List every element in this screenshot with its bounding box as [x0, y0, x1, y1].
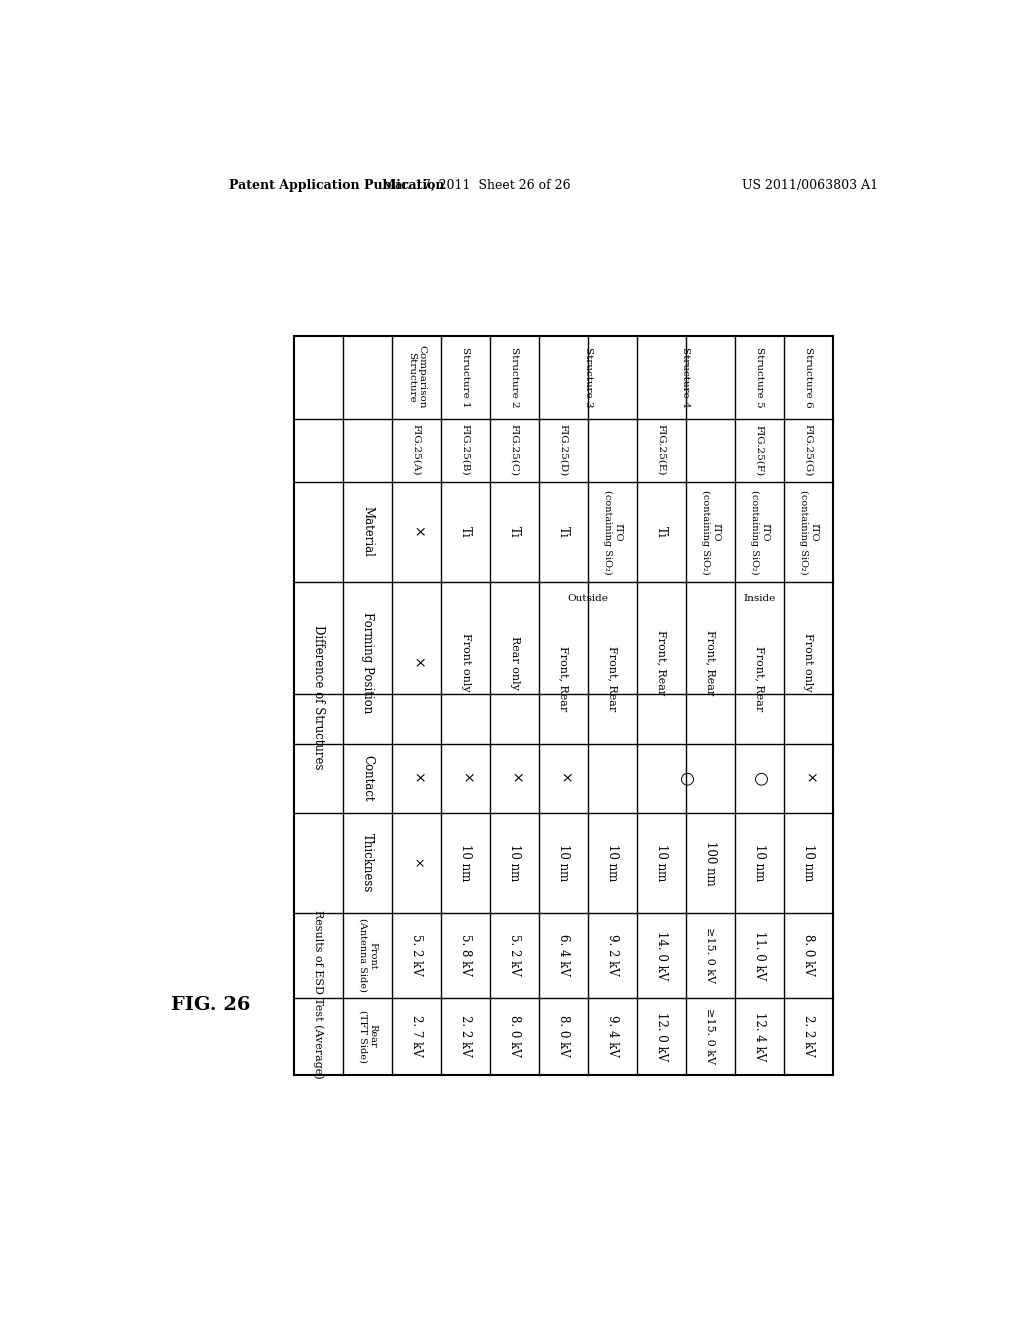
- Text: Structure 3: Structure 3: [584, 347, 593, 408]
- Text: Mar. 17, 2011  Sheet 26 of 26: Mar. 17, 2011 Sheet 26 of 26: [382, 178, 571, 191]
- Text: 11. 0 kV: 11. 0 kV: [753, 931, 766, 979]
- Text: 9. 2 kV: 9. 2 kV: [606, 935, 620, 977]
- Text: Ti: Ti: [508, 527, 521, 537]
- Text: Rear
(TFT Side): Rear (TFT Side): [358, 1010, 378, 1063]
- Text: 9. 4 kV: 9. 4 kV: [606, 1015, 620, 1057]
- Text: 8. 0 kV: 8. 0 kV: [802, 935, 815, 977]
- Text: FIG.25(C): FIG.25(C): [510, 424, 519, 477]
- Text: Material: Material: [361, 507, 374, 557]
- Text: Structure 5: Structure 5: [755, 347, 764, 408]
- Text: Front, Rear: Front, Rear: [656, 630, 667, 696]
- Text: 10 nm: 10 nm: [508, 845, 521, 882]
- Text: ×: ×: [410, 772, 424, 784]
- Text: FIG.25(F): FIG.25(F): [755, 425, 764, 475]
- Text: 10 nm: 10 nm: [802, 845, 815, 882]
- Text: 5. 2 kV: 5. 2 kV: [508, 935, 521, 977]
- Text: Forming Position: Forming Position: [361, 612, 374, 713]
- Text: 10 nm: 10 nm: [606, 845, 620, 882]
- Text: 10 nm: 10 nm: [557, 845, 570, 882]
- Text: ×: ×: [802, 772, 815, 784]
- Text: Structure 1: Structure 1: [461, 347, 470, 408]
- Text: FIG.25(D): FIG.25(D): [559, 424, 568, 477]
- Text: 12. 4 kV: 12. 4 kV: [753, 1011, 766, 1061]
- Text: Inside: Inside: [743, 594, 775, 603]
- Text: 2. 7 kV: 2. 7 kV: [411, 1015, 423, 1057]
- Text: ≥15. 0 kV: ≥15. 0 kV: [706, 1008, 716, 1064]
- Text: Outside: Outside: [567, 594, 608, 603]
- Text: 2. 2 kV: 2. 2 kV: [459, 1015, 472, 1057]
- Text: Thickness: Thickness: [361, 833, 374, 892]
- Text: ITO
(containing SiO₂): ITO (containing SiO₂): [750, 490, 769, 574]
- Text: ×: ×: [459, 772, 473, 784]
- Text: Rear only: Rear only: [510, 636, 519, 689]
- Text: 2. 2 kV: 2. 2 kV: [802, 1015, 815, 1057]
- Text: ×: ×: [508, 772, 521, 784]
- Text: 5. 8 kV: 5. 8 kV: [459, 935, 472, 977]
- Text: ○: ○: [751, 771, 768, 785]
- Text: ≥15. 0 kV: ≥15. 0 kV: [706, 928, 716, 983]
- Text: 10 nm: 10 nm: [459, 845, 472, 882]
- Text: Difference of Structures: Difference of Structures: [312, 626, 326, 770]
- Text: 10 nm: 10 nm: [753, 845, 766, 882]
- Text: US 2011/0063803 A1: US 2011/0063803 A1: [742, 178, 878, 191]
- Text: 6. 4 kV: 6. 4 kV: [557, 935, 570, 977]
- Text: 8. 0 kV: 8. 0 kV: [508, 1015, 521, 1057]
- Text: Contact: Contact: [361, 755, 374, 801]
- Text: ITO
(containing SiO₂): ITO (containing SiO₂): [700, 490, 720, 574]
- Text: FIG.25(G): FIG.25(G): [804, 424, 813, 477]
- Text: 12. 0 kV: 12. 0 kV: [655, 1011, 668, 1061]
- Text: 8. 0 kV: 8. 0 kV: [557, 1015, 570, 1057]
- Text: 5. 2 kV: 5. 2 kV: [411, 935, 423, 977]
- Text: Front, Rear: Front, Rear: [607, 647, 617, 711]
- Text: Front, Rear: Front, Rear: [706, 630, 716, 696]
- Text: Ti: Ti: [459, 527, 472, 537]
- Text: Ti: Ti: [557, 527, 570, 537]
- Text: ITO
(containing SiO₂): ITO (containing SiO₂): [799, 490, 818, 574]
- Text: ×: ×: [411, 858, 423, 869]
- Text: FIG.25(B): FIG.25(B): [461, 425, 470, 477]
- Text: Comparison
Structure: Comparison Structure: [407, 346, 426, 409]
- Text: Front
(Antenna Side): Front (Antenna Side): [358, 919, 378, 993]
- Text: 14. 0 kV: 14. 0 kV: [655, 931, 668, 979]
- Text: ×: ×: [410, 657, 424, 668]
- Text: ITO
(containing SiO₂): ITO (containing SiO₂): [603, 490, 623, 574]
- Text: Front, Rear: Front, Rear: [558, 647, 568, 711]
- Text: Front only: Front only: [461, 634, 471, 692]
- Text: FIG.25(A): FIG.25(A): [412, 425, 421, 477]
- Text: Structure 4: Structure 4: [681, 347, 690, 408]
- Text: Front only: Front only: [804, 634, 813, 692]
- Text: Structure 2: Structure 2: [510, 347, 519, 408]
- Text: Structure 6: Structure 6: [804, 347, 813, 408]
- Text: 10 nm: 10 nm: [655, 845, 668, 882]
- Text: 100 nm: 100 nm: [703, 841, 717, 886]
- Text: Results of ESD Test (Average): Results of ESD Test (Average): [313, 909, 324, 1078]
- Text: ×: ×: [410, 527, 424, 537]
- Text: FIG.25(E): FIG.25(E): [657, 425, 666, 477]
- Text: ○: ○: [678, 771, 694, 785]
- Text: Patent Application Publication: Patent Application Publication: [228, 178, 444, 191]
- Text: FIG. 26: FIG. 26: [171, 997, 250, 1014]
- Text: ×: ×: [557, 772, 570, 784]
- Text: Front, Rear: Front, Rear: [755, 647, 764, 711]
- Text: Ti: Ti: [655, 527, 668, 537]
